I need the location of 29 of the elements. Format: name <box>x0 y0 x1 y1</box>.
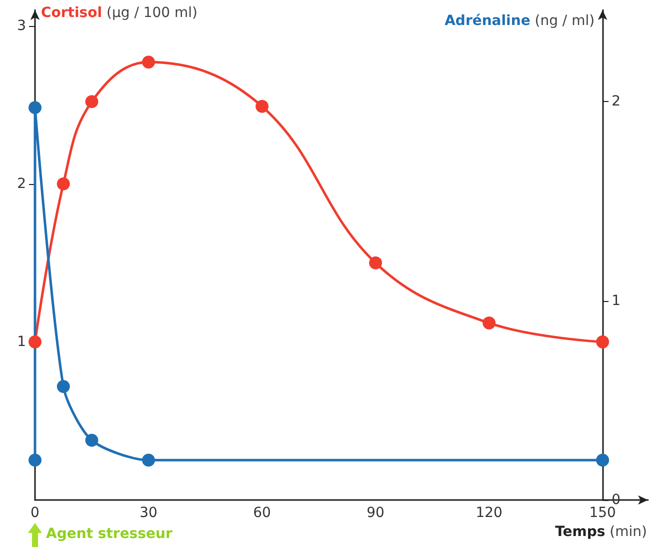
point <box>369 256 382 270</box>
point <box>28 101 42 114</box>
point <box>56 177 70 190</box>
x-tick-label: 0 <box>30 505 40 521</box>
y2-tick-label: 2 <box>612 94 621 110</box>
point <box>28 335 42 348</box>
point <box>596 454 610 467</box>
x-tick-label: 90 <box>366 505 384 521</box>
x-tick-label: 150 <box>589 505 616 521</box>
point <box>28 454 42 467</box>
point <box>56 380 70 393</box>
point <box>142 56 156 69</box>
point <box>596 335 610 348</box>
y2-tick-label: 1 <box>612 292 621 309</box>
point <box>142 454 156 467</box>
x-tick-label: 30 <box>140 505 158 521</box>
x-axis-title: Temps (min) <box>555 524 648 540</box>
text: Agent stresseur <box>46 526 172 542</box>
y2-axis-title: Adrénaline (ng / ml) <box>444 13 595 29</box>
y-tick-label: 2 <box>17 176 26 192</box>
point <box>256 100 269 113</box>
x-tick-label: 60 <box>253 505 271 521</box>
point <box>482 316 496 330</box>
y-tick-label: 3 <box>17 18 26 34</box>
point <box>85 95 98 108</box>
point <box>85 434 98 447</box>
y-axis-title: Cortisol (µg / 100 ml) <box>41 5 198 21</box>
x-tick-label: 120 <box>476 505 502 521</box>
y-tick-label: 1 <box>17 334 26 350</box>
